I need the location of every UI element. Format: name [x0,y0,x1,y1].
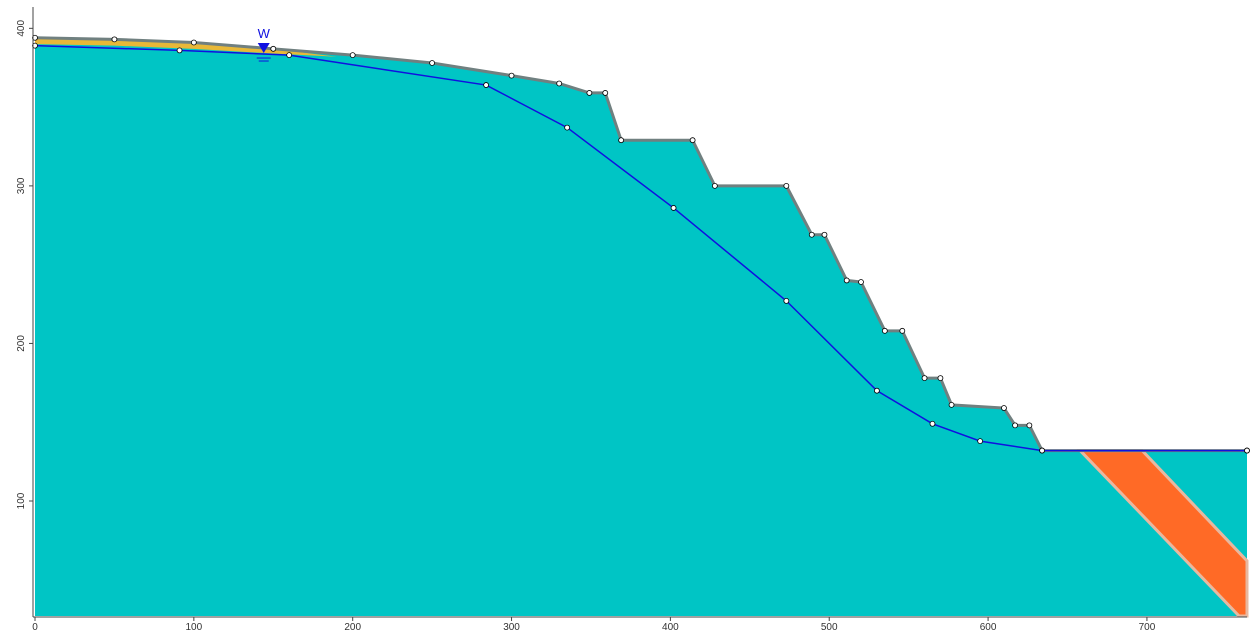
x-tick-label: 300 [503,622,520,633]
page: W0100200300400500600700100200300400 (() … [0,0,1250,634]
surface-vertex [557,81,562,86]
y-tick-label: 200 [16,335,27,352]
surface-vertex [784,183,789,188]
surface-vertex [271,46,276,51]
section-chart: W 0 100 200 300 400 500 600 700 100 200 300 400 [0,0,1250,634]
surface-vertex [949,402,954,407]
y-tick-label: 300 [16,177,27,194]
surface-vertex [509,73,514,78]
surface-vertex [1001,406,1006,411]
surface-vertex [844,278,849,283]
x-tick-label: 200 [344,622,361,633]
surface-vertex [922,376,927,381]
water-vertex [177,48,182,53]
water-vertex [978,439,983,444]
ground [35,38,1247,616]
surface-vertex [809,232,814,237]
x-tick-label: 500 [821,622,838,633]
water-vertex [287,53,292,58]
surface-vertex [882,328,887,333]
x-tick-label: 400 [662,622,679,633]
x-tick-label: 100 [186,622,203,633]
y-tick-label: 400 [16,20,27,37]
water-vertex [1245,448,1250,453]
y-tick-label: 100 [16,492,27,509]
x-tick-label: 600 [980,622,997,633]
water-vertex [874,388,879,393]
surface-vertex [603,90,608,95]
surface-vertex [859,279,864,284]
water-vertex [930,421,935,426]
surface-vertex [822,232,827,237]
surface-vertex [690,138,695,143]
surface-vertex [1013,423,1018,428]
water-vertex [484,83,489,88]
water-vertex [565,125,570,130]
surface-vertex [712,183,717,188]
surface-vertex [619,138,624,143]
water-label: W [258,26,271,41]
x-tick-label: 0 [32,622,38,633]
surface-vertex [587,90,592,95]
surface-vertex [938,376,943,381]
water-vertex [784,298,789,303]
water-vertex [671,205,676,210]
surface-vertex [900,328,905,333]
surface-vertex [350,53,355,58]
water-vertex [1040,448,1045,453]
x-tick-label: 700 [1139,622,1156,633]
surface-vertex [191,40,196,45]
surface-vertex [1027,423,1032,428]
surface-vertex [430,60,435,65]
surface-vertex [112,37,117,42]
